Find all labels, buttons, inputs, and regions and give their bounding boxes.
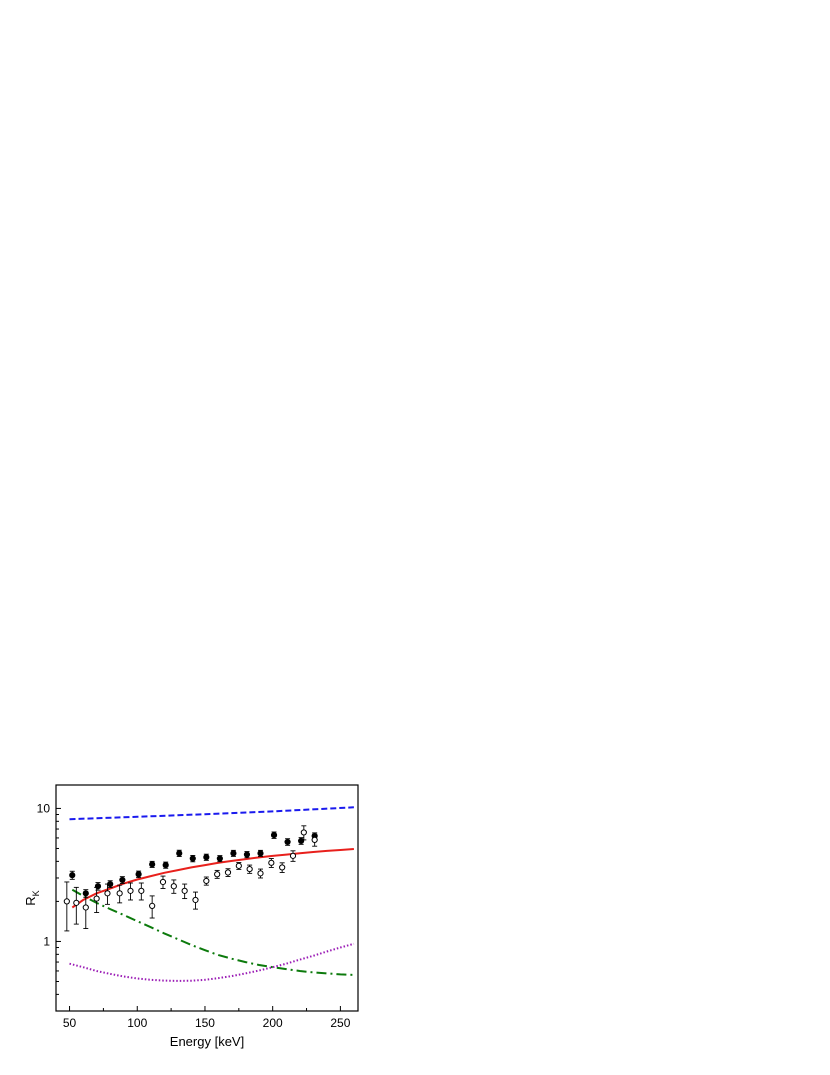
data-point-filled [270, 832, 278, 839]
data-point-filled [149, 861, 156, 868]
data-point-open [224, 869, 232, 876]
data-point-filled [243, 851, 251, 858]
x-tick-label: 150 [195, 1016, 215, 1030]
data-point-open [73, 899, 80, 906]
y-tick-label: 10 [37, 801, 51, 815]
data-point-open [159, 878, 167, 886]
data-point-open [116, 890, 123, 897]
data-point-open [192, 896, 199, 904]
plot-frame [55, 784, 359, 1012]
data-point-open [300, 829, 307, 836]
data-point-filled [216, 855, 223, 862]
data-point-filled [257, 850, 264, 857]
data-point-open [104, 890, 111, 897]
x-tick-label: 100 [127, 1016, 147, 1030]
data-point-open [289, 852, 297, 859]
data-point-open [170, 883, 177, 890]
data-point-filled [176, 850, 183, 857]
data-point-open [203, 877, 210, 885]
model-curves [69, 806, 355, 982]
data-point-filled [135, 871, 142, 878]
y-axis-label: RK [23, 890, 41, 905]
data-point-filled [230, 850, 237, 857]
data-point-filled [119, 876, 126, 884]
data-point-open [181, 887, 188, 894]
x-tick-label: 50 [63, 1016, 77, 1030]
x-axis-label: Energy [keV] [170, 1034, 244, 1049]
data-point-filled [203, 854, 210, 861]
data-point-filled [94, 883, 102, 890]
data-point-open [93, 895, 100, 902]
data-point-filled [189, 855, 196, 862]
data-point-open [82, 904, 89, 911]
data-point-open [257, 870, 264, 877]
data-point-open [246, 865, 253, 873]
data-point-filled [69, 872, 76, 879]
data-point-open [138, 887, 145, 894]
data-point-open [311, 836, 318, 843]
data-point-open [127, 887, 134, 894]
x-tick-label: 250 [330, 1016, 350, 1030]
y-tick-label: 1 [43, 934, 50, 948]
data-points [63, 825, 318, 932]
data-point-filled [298, 837, 305, 844]
data-point-open [63, 898, 70, 905]
data-point-filled [284, 838, 291, 846]
data-point-filled [162, 861, 169, 869]
y-axis-label-main: R [23, 896, 38, 905]
data-point-open [268, 859, 275, 866]
curve-dotted [69, 942, 355, 982]
x-tick-label: 200 [263, 1016, 283, 1030]
data-point-open [214, 871, 221, 878]
data-point-open [149, 902, 156, 910]
y-axis-label-sub: K [31, 890, 41, 896]
curve-solid [71, 848, 354, 909]
data-point-open [235, 862, 242, 869]
curve-dash-dot [71, 888, 354, 976]
data-point-open [279, 864, 286, 871]
axes: 50 100 150 200 250 1 10 [37, 801, 351, 1030]
curve-dashed [69, 806, 354, 821]
